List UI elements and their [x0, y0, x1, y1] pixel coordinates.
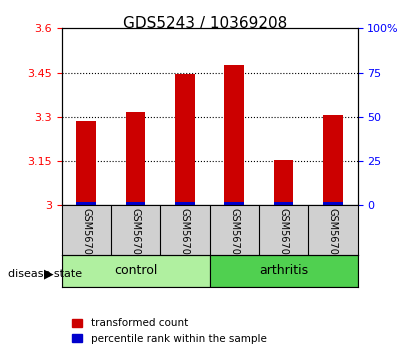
- Text: ▶: ▶: [44, 268, 53, 281]
- Text: control: control: [114, 264, 157, 277]
- Bar: [224, 65, 244, 205]
- Text: GSM567075: GSM567075: [131, 208, 141, 267]
- Text: GSM567082: GSM567082: [328, 208, 338, 267]
- Text: GSM567081: GSM567081: [279, 208, 289, 267]
- Text: GSM567076: GSM567076: [180, 208, 190, 267]
- Text: GSM567080: GSM567080: [229, 208, 239, 267]
- Bar: [175, 202, 195, 205]
- Bar: [76, 202, 96, 205]
- Legend: transformed count, percentile rank within the sample: transformed count, percentile rank withi…: [67, 313, 272, 349]
- Bar: [126, 202, 145, 205]
- Bar: [76, 121, 96, 205]
- FancyBboxPatch shape: [210, 255, 358, 287]
- Bar: [323, 202, 343, 205]
- Text: GDS5243 / 10369208: GDS5243 / 10369208: [123, 16, 288, 31]
- Bar: [224, 202, 244, 205]
- Text: GSM567074: GSM567074: [81, 208, 91, 267]
- Bar: [323, 115, 343, 205]
- FancyBboxPatch shape: [62, 255, 210, 287]
- Bar: [274, 202, 293, 205]
- Text: arthritis: arthritis: [259, 264, 308, 277]
- Bar: [175, 74, 195, 205]
- Bar: [126, 113, 145, 205]
- Bar: [274, 160, 293, 205]
- Text: disease state: disease state: [8, 269, 82, 279]
